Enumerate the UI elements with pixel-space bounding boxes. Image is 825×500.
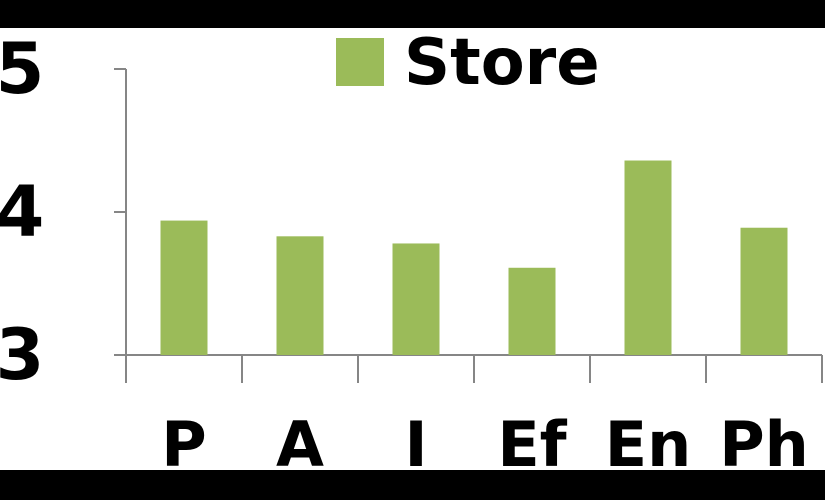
bar-a <box>276 236 324 355</box>
legend-label-store: Store <box>404 26 600 100</box>
bar-ef <box>508 267 556 355</box>
x-tick-label: I <box>404 408 427 481</box>
bar-en <box>624 160 672 355</box>
x-tick-label: A <box>276 408 324 481</box>
bar-p <box>160 220 208 355</box>
legend-swatch-store <box>336 38 384 86</box>
bar-ph <box>740 227 788 355</box>
x-tick-label: En <box>605 408 692 481</box>
y-tick-label: 4 <box>0 171 44 253</box>
x-tick-label: Ph <box>719 408 809 481</box>
x-tick-label: P <box>161 408 206 481</box>
y-tick-label: 3 <box>0 314 44 396</box>
x-tick-label: Ef <box>497 408 567 481</box>
bar-i <box>392 243 440 355</box>
y-tick-label: 5 <box>0 28 44 110</box>
